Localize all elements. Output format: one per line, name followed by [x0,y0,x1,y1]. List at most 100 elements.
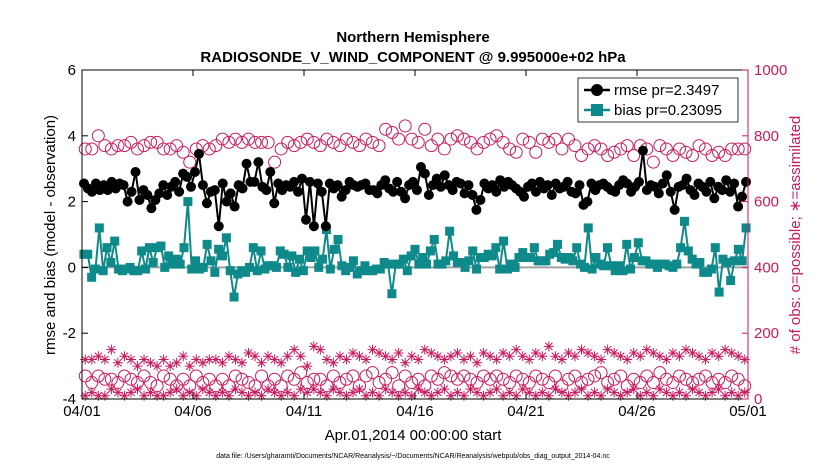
bias-point [418,253,428,263]
rmse-point [158,180,169,191]
obs-possible-point [477,135,491,149]
rmse-point [293,186,304,197]
bias-point [468,246,478,256]
obs-assimilated-point [596,390,607,401]
obs-assimilated-point [661,387,672,398]
rmse-point [217,178,228,189]
x-tick-label: 04/26 [618,403,656,420]
rmse-point [300,214,311,225]
obs-possible-point [144,135,158,149]
bias-point [167,259,177,269]
obs-possible-point [255,369,269,383]
obs-assimilated-point [458,390,469,401]
obs-possible-point [431,132,445,146]
obs-assimilated-point [321,354,332,365]
bias-point [737,256,747,266]
bias-point [202,239,212,249]
obs-possible-point [601,149,615,163]
obs-assimilated-point [694,351,705,362]
rmse-point [197,180,208,191]
obs-possible-point [679,145,693,159]
obs-possible-point [366,135,380,149]
obs-possible-point [366,366,380,380]
obs-assimilated-point [80,390,91,401]
obs-assimilated-point [524,354,535,365]
obs-assimilated-point [498,347,509,358]
obs-assimilated-point [680,344,691,355]
obs-possible-point [91,129,105,143]
obs-possible-point [313,139,327,153]
obs-assimilated-point [158,354,169,365]
rmse-point [737,191,748,202]
rmse-point [562,176,573,187]
obs-possible-point [111,139,125,153]
obs-assimilated-point [295,384,306,395]
obs-assimilated-point [713,384,724,395]
obs-assimilated-point [432,351,443,362]
obs-possible-point [561,372,575,386]
obs-assimilated-point [478,390,489,401]
obs-assimilated-point [530,390,541,401]
bias-point [98,266,108,276]
rmse-point [665,186,676,197]
obs-possible-point [150,135,164,149]
obs-possible-point [496,372,510,386]
obs-assimilated-point [112,357,123,368]
bias-point [572,243,582,253]
obs-assimilated-point [191,390,202,401]
x-tick-label: 04/06 [174,403,212,420]
obs-assimilated-point [243,347,254,358]
obs-possible-point [568,369,582,383]
bias-point [302,246,312,256]
obs-possible-point [255,135,269,149]
obs-possible-point [640,369,654,383]
obs-assimilated-point [713,351,724,362]
obs-possible-point [248,135,262,149]
obs-possible-point [496,135,510,149]
rmse-point [570,188,581,199]
obs-assimilated-point [733,390,744,401]
obs-possible-point [529,369,543,383]
bias-point [133,266,143,276]
bias-point [218,251,228,261]
obs-possible-point [385,366,399,380]
obs-assimilated-point [204,387,215,398]
rmse-point [733,201,744,212]
obs-assimilated-point [700,390,711,401]
rmse-point [530,186,541,197]
obs-possible-point [607,145,621,159]
y-axis-right: 0 200 400 600 800 1000 [742,62,787,408]
bias-point [502,264,512,274]
rmse-point [225,188,236,199]
bias-point [683,246,693,256]
legend-rmse-marker [591,84,603,96]
rmse-point [681,173,692,184]
x-axis-label: Apr.01,2014 00:00:00 start [325,427,503,444]
obs-possible-point [712,145,726,159]
legend-bias-marker [591,104,603,116]
obs-possible-point [542,376,556,390]
obs-possible-point [444,369,458,383]
obs-assimilated-point [295,351,306,362]
rmse-point [134,194,145,205]
obs-possible-point [372,139,386,153]
bias-layer [79,197,751,302]
bias-point [406,251,416,261]
bias-point [287,251,297,261]
bias-point [460,262,470,272]
bias-point [410,244,420,254]
bias-point [310,246,320,256]
obs-assimilated-point [86,354,97,365]
rmse-point [193,148,204,159]
obs-assimilated-point [112,387,123,398]
rmse-point [201,198,212,209]
plot-background [82,70,748,399]
rmse-point [709,193,720,204]
obs-assimilated-point [485,387,496,398]
rmse-point [380,175,391,186]
obs-assimilated-point [282,387,293,398]
obs-assimilated-point [374,347,385,358]
legend-rmse-label: rmse pr=2.3497 [614,82,719,99]
obs-possible-point [235,372,249,386]
obs-assimilated-point [648,390,659,401]
